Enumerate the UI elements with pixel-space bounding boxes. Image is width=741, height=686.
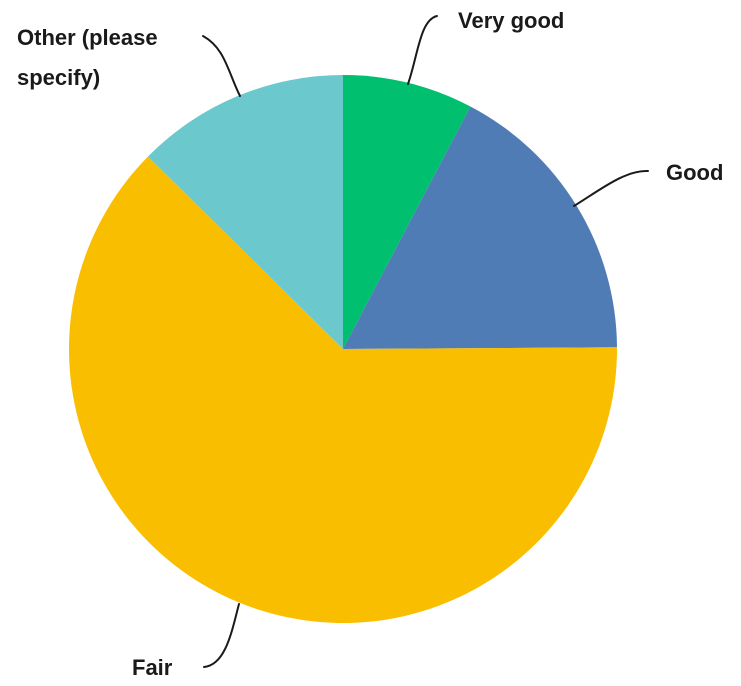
slice-label-very-good: Very good	[458, 8, 564, 33]
pie-slice-good	[343, 106, 617, 349]
slice-label-fair: Fair	[132, 655, 173, 680]
leader-line-fair	[203, 603, 240, 668]
pie-slice-fair	[68, 156, 617, 624]
slice-label-good: Good	[666, 160, 723, 185]
leader-line-other	[202, 35, 241, 97]
pie-slice-other-please-specify	[148, 75, 343, 349]
pie-slices	[68, 75, 617, 624]
leader-line-very-good	[407, 15, 438, 85]
pie-slice-very-good	[343, 75, 471, 349]
slice-label-other: Other (please specify)	[17, 25, 164, 90]
leader-line-good	[573, 169, 649, 207]
